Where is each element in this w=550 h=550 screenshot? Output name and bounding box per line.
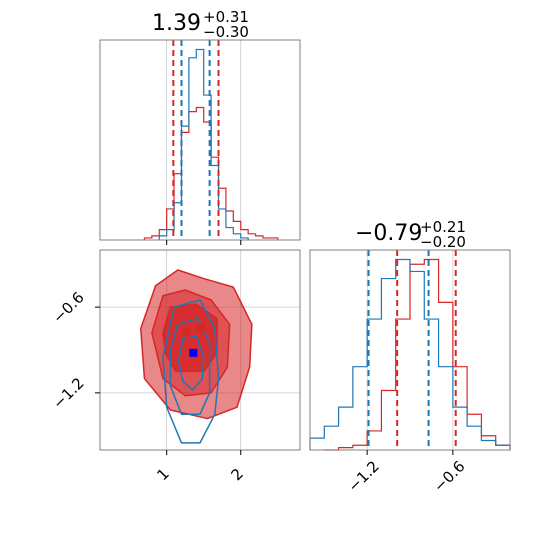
marker-red — [197, 323, 206, 332]
histogram-blue — [309, 258, 511, 450]
panel-frame — [309, 249, 511, 451]
contour-blue-level-1 — [162, 299, 220, 444]
histogram-red — [324, 258, 511, 451]
panel-frame — [99, 249, 301, 451]
x-tick-label: 2 — [227, 465, 246, 484]
y-tick-label: −1.2 — [49, 374, 87, 412]
title-p1-upper: +0.31 — [203, 8, 249, 26]
title-p2-upper: +0.21 — [420, 218, 466, 236]
y-tick-label: −0.6 — [49, 288, 87, 326]
x-tick-label: −0.6 — [430, 457, 468, 495]
title-p2-value: −0.79 — [355, 221, 422, 246]
x-tick-label: 1 — [153, 465, 172, 484]
title-p1-value: 1.39 — [152, 11, 201, 36]
title-p2-lower: −0.20 — [420, 233, 466, 251]
x-tick-label: −1.2 — [344, 457, 382, 495]
histogram-panel-p1 — [99, 39, 301, 245]
title-p1-lower: −0.30 — [203, 23, 249, 41]
contour-panel-p1-p2: 1 2 −1.2 −0.6 — [49, 249, 301, 484]
panel-frame — [99, 39, 301, 241]
marker-blue_marker — [189, 348, 198, 357]
marker-red — [182, 328, 191, 337]
contour-blue-level-3 — [177, 334, 205, 391]
histogram-panel-p2: −1.2 −0.6 — [309, 249, 511, 496]
